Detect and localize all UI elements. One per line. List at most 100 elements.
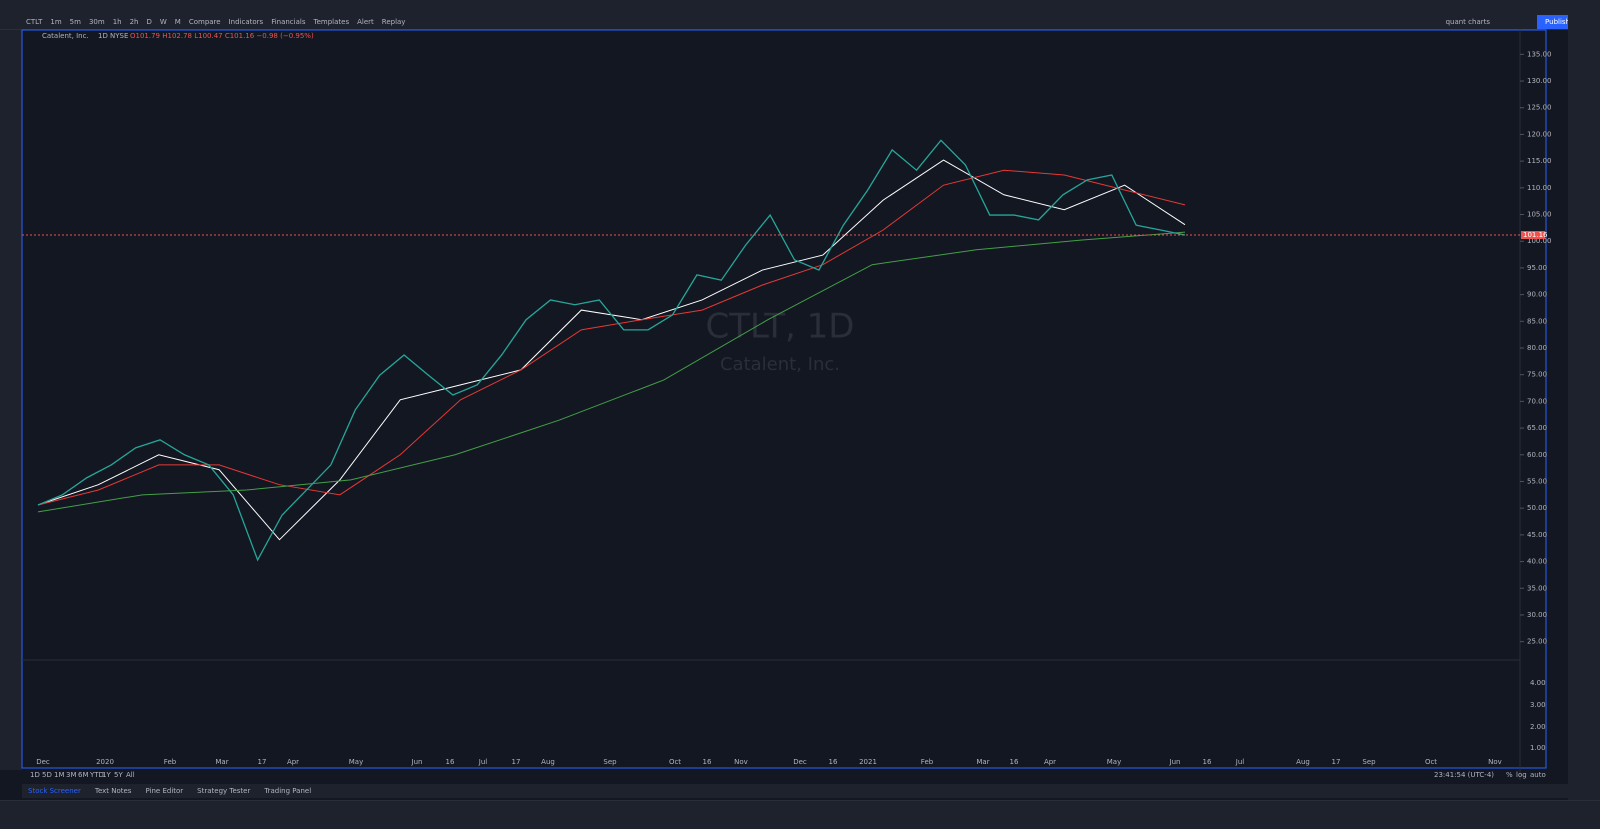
x-tick-label: Mar (215, 758, 228, 766)
clock: 23:41:54 (UTC-4) (1434, 771, 1494, 779)
volume-tick: 2.00 (1530, 723, 1546, 731)
x-tick-label: Jun (411, 758, 423, 766)
y-tick-label: 45.00 (1527, 531, 1547, 539)
y-tick-label: 80.00 (1527, 344, 1547, 352)
x-tick-label: May (349, 758, 363, 766)
y-tick-label: 35.00 (1527, 584, 1547, 592)
interval[interactable]: 5m (69, 17, 81, 26)
x-tick-label: Nov (1488, 758, 1502, 766)
y-tick-label: 40.00 (1527, 558, 1547, 566)
x-tick-label: 2020 (96, 758, 114, 766)
tab[interactable]: Stock Screener (28, 787, 81, 795)
x-tick-label: Oct (1425, 758, 1437, 766)
x-tick-label: Sep (603, 758, 617, 766)
button[interactable]: Templates (313, 17, 350, 26)
tab-bar (0, 0, 1600, 14)
tab[interactable]: Text Notes (94, 787, 132, 795)
y-tick-label: 60.00 (1527, 451, 1547, 459)
y-tick-label: 85.00 (1527, 317, 1547, 325)
chart-frame (21, 29, 1547, 769)
legend-name: Catalent, Inc. (42, 32, 89, 40)
y-tick-label: 120.00 (1527, 130, 1552, 138)
x-tick-label: Feb (921, 758, 934, 766)
x-tick-label: Aug (1296, 758, 1310, 766)
interval[interactable]: D (146, 17, 152, 26)
moving-average (37, 231, 1186, 513)
scale-mode[interactable]: auto (1530, 771, 1546, 779)
x-tick-label: 17 (512, 758, 521, 766)
y-tick-label: 65.00 (1527, 424, 1547, 432)
moving-average (37, 169, 1186, 506)
x-tick-label: May (1107, 758, 1121, 766)
range-button[interactable]: All (126, 771, 135, 779)
y-tick-label: 110.00 (1527, 184, 1552, 192)
x-tick-label: 16 (1010, 758, 1019, 766)
tab[interactable]: Strategy Tester (197, 787, 251, 795)
x-tick-label: Oct (669, 758, 681, 766)
range-button[interactable]: 1D (30, 771, 40, 779)
button[interactable]: Compare (188, 17, 221, 26)
x-tick-label: 2021 (859, 758, 877, 766)
y-tick-label: 30.00 (1527, 611, 1547, 619)
x-tick-label: Nov (734, 758, 748, 766)
x-tick-label: Jul (1235, 758, 1245, 766)
scale-mode[interactable]: log (1516, 771, 1527, 779)
y-tick-label: 50.00 (1527, 504, 1547, 512)
interval[interactable]: 1m (50, 17, 62, 26)
y-tick-label: 125.00 (1527, 104, 1552, 112)
interval[interactable]: 1h (112, 17, 122, 26)
x-tick-label: 16 (446, 758, 455, 766)
layout-name[interactable]: quant charts (1445, 17, 1490, 26)
interval[interactable]: M (174, 17, 181, 26)
right-toolbar (1568, 14, 1600, 800)
last-price-label: 101.16 (1523, 231, 1548, 239)
range-button[interactable]: YTD (89, 771, 104, 779)
y-tick-label: 135.00 (1527, 50, 1552, 58)
y-tick-label: 90.00 (1527, 291, 1547, 299)
price-line (37, 139, 1186, 562)
interval[interactable]: W (159, 17, 167, 26)
x-tick-label: Sep (1362, 758, 1376, 766)
interval[interactable]: 30m (88, 17, 105, 26)
y-tick-label: 130.00 (1527, 77, 1552, 85)
symbol[interactable]: CTLT (26, 17, 43, 26)
y-tick-label: 70.00 (1527, 397, 1547, 405)
scale-mode[interactable]: % (1506, 771, 1513, 779)
x-tick-label: Mar (976, 758, 989, 766)
chart: Catalent, Inc. 1D NYSE O101.79 H102.78 L… (21, 29, 1552, 780)
left-toolbar (0, 30, 22, 770)
range-button[interactable]: 6M (78, 771, 89, 779)
range-button[interactable]: 1M (54, 771, 65, 779)
volume-tick: 3.00 (1530, 701, 1546, 709)
button[interactable]: Financials (271, 17, 306, 26)
tab[interactable]: Pine Editor (145, 787, 184, 795)
x-tick-label: 17 (258, 758, 267, 766)
watermark-subtitle: Catalent, Inc. (720, 354, 840, 375)
volume-tick: 4.00 (1530, 679, 1546, 687)
last-price-tag (1521, 231, 1545, 240)
bottom-tabs: Stock Screener Text Notes Pine Editor Strat… (22, 784, 1568, 798)
x-tick-label: 16 (703, 758, 712, 766)
range-button[interactable]: 1Y (102, 771, 111, 779)
moving-average (37, 159, 1186, 541)
publish-button[interactable]: Publish (1537, 15, 1578, 29)
watermark-title: CTLT, 1D (706, 307, 855, 347)
y-tick-label: 115.00 (1527, 157, 1552, 165)
range-button[interactable]: 5D (42, 771, 52, 779)
y-tick-label: 100.00 (1527, 237, 1552, 245)
interval[interactable]: 2h (129, 17, 139, 26)
y-tick-label: 25.00 (1527, 638, 1547, 646)
x-tick-label: 16 (1203, 758, 1212, 766)
range-button[interactable]: 3M (66, 771, 77, 779)
legend-interval: 1D (98, 32, 108, 40)
x-tick-label: Jun (1169, 758, 1181, 766)
range-button[interactable]: 5Y (114, 771, 123, 779)
button[interactable]: Alert (357, 17, 374, 26)
button[interactable]: Indicators (228, 17, 264, 26)
x-tick-label: Feb (164, 758, 177, 766)
button[interactable]: Replay (381, 17, 406, 26)
x-tick-label: 16 (829, 758, 838, 766)
tab[interactable]: Trading Panel (264, 787, 312, 795)
